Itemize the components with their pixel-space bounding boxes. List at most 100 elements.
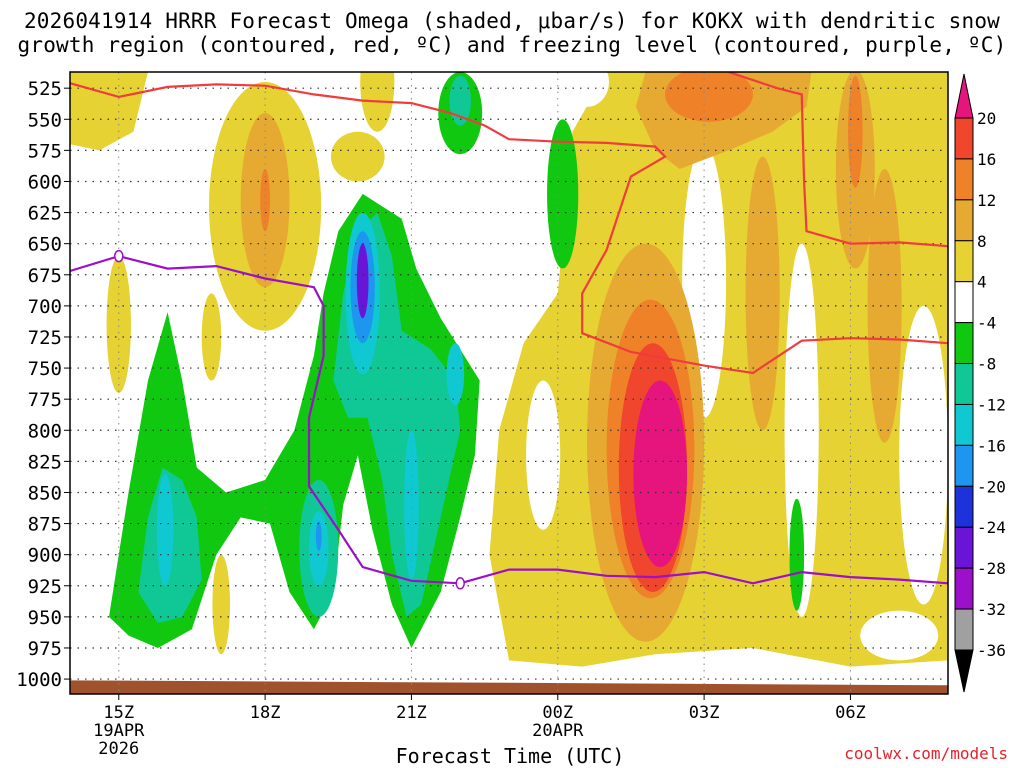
downward-magenta-east [633,380,688,568]
y-tick-label: 800 [28,420,62,442]
colorbar-box [954,281,974,324]
dgz-contour-red-upper [728,72,948,248]
colorbar-box [954,322,974,365]
downward-gold-right-3 [867,169,902,443]
y-tick-label: 550 [28,109,62,131]
dgz-contour-red [70,82,948,375]
colorbar-label: -32 [977,600,1006,619]
downward-yellow-small-2 [201,293,222,381]
x-tick-label: 18Z [250,703,281,723]
colorbar-label: -24 [977,518,1006,537]
y-tick-label: 825 [28,451,62,473]
y-tick-label: 750 [28,358,62,380]
y-tick-label: 775 [28,389,62,411]
contour-layer [70,72,948,590]
downward-yellow-small-4 [360,72,395,132]
downward-yellow-west-top [70,72,148,151]
terrain-fill [70,680,948,694]
x-tick-year: 2026 [98,739,139,759]
y-tick-label: 675 [28,265,62,287]
chart-title-line-2: growth region (contoured, red, ºC) and f… [17,33,1007,57]
colorbar-label: -8 [977,355,996,374]
colorbar-top-triangle [954,73,974,119]
colorbar-label: 16 [977,150,996,169]
x-tick-date: 19APR [93,721,145,741]
omega-shaded-field [70,72,948,694]
colorbar-box [954,608,974,651]
colorbar-box [954,567,974,610]
upward-green-upper-mid [547,119,579,269]
colorbar-label: -20 [977,477,1006,496]
colorbar-label: 4 [977,273,987,292]
freezing-level-label-marker [114,249,124,263]
weak-white-gap-6 [860,610,939,661]
colorbar-box [954,363,974,405]
downward-orange-right [848,75,863,188]
downward-yellow-small-3 [212,554,230,655]
upward-green-small-east [789,498,805,611]
colorbar-label: -4 [977,314,996,333]
plot-frame [69,71,949,695]
x-axis-label: Forecast Time (UTC) [395,744,625,768]
chart-title-line-1: 2026041914 HRRR Forecast Omega (shaded, … [23,9,1001,33]
y-tick-label: 1000 [16,669,62,691]
y-tick-label: 700 [28,296,62,318]
colorbar-label: -28 [977,559,1006,578]
credit-text: coolwx.com/models [844,744,1008,763]
x-tick-label: 06Z [835,703,866,723]
colorbar-box [954,158,974,201]
upward-teal-top [449,75,471,126]
colorbar-label: -16 [977,436,1006,455]
downward-yellow-small-1 [106,256,131,393]
colorbar-label: -12 [977,395,1006,414]
pressure-axis: 525 550 575 600 625 650 675 700 725 750 775 800 825 8… [16,78,70,691]
upward-cyan-right [446,343,465,406]
upward-blue-center [356,243,369,319]
colorbar-label: -36 [977,641,1006,660]
weak-white-gap-5 [899,305,948,605]
freezing-level-label-marker [455,577,465,590]
colorbar-box [954,403,974,446]
weak-white-gap-7 [565,72,609,107]
downward-orange-west [260,169,270,232]
y-tick-label: 650 [28,234,62,256]
y-tick-label: 625 [28,203,62,225]
y-tick-label: 925 [28,576,62,598]
downward-yellow-small-5 [330,131,385,182]
colorbar-box [954,485,974,528]
x-tick-date: 20APR [532,721,584,741]
colorbar-box [954,199,974,242]
omega-colorbar: 20 16 12 8 4 -4 -8 -12 -16 -20 -24 -28 -32 -36 [954,73,1006,693]
colorbar-box [954,444,974,487]
weak-white-gap-3 [526,380,561,530]
colorbar-label: 20 [977,109,996,128]
colorbar-box [954,526,974,569]
x-tick-label: 00Z [542,703,573,723]
upward-cyan-west [156,473,174,586]
y-tick-label: 525 [28,78,62,100]
downward-orange-upper [665,72,753,122]
y-tick-label: 900 [28,545,62,567]
y-tick-label: 950 [28,607,62,629]
weak-white-gap-1 [482,106,536,257]
colorbar-box [954,240,974,283]
upward-cyan-bottom [404,430,419,580]
colorbar-label: 12 [977,191,996,210]
upward-lightblue-low [315,521,322,551]
x-tick-label: 15Z [103,703,134,723]
downward-gold-right-2 [745,156,780,431]
colorbar-bottom-triangle [954,649,974,693]
x-tick-label: 03Z [689,703,720,723]
y-tick-label: 975 [28,638,62,660]
y-tick-label: 725 [28,327,62,349]
y-tick-label: 600 [28,171,62,193]
y-tick-label: 575 [28,140,62,162]
y-tick-label: 850 [28,482,62,504]
y-tick-label: 875 [28,514,62,536]
colorbar-box [954,117,974,160]
colorbar-label: 8 [977,232,987,251]
x-tick-label: 21Z [396,703,427,723]
freezing-level-contour [70,254,948,585]
